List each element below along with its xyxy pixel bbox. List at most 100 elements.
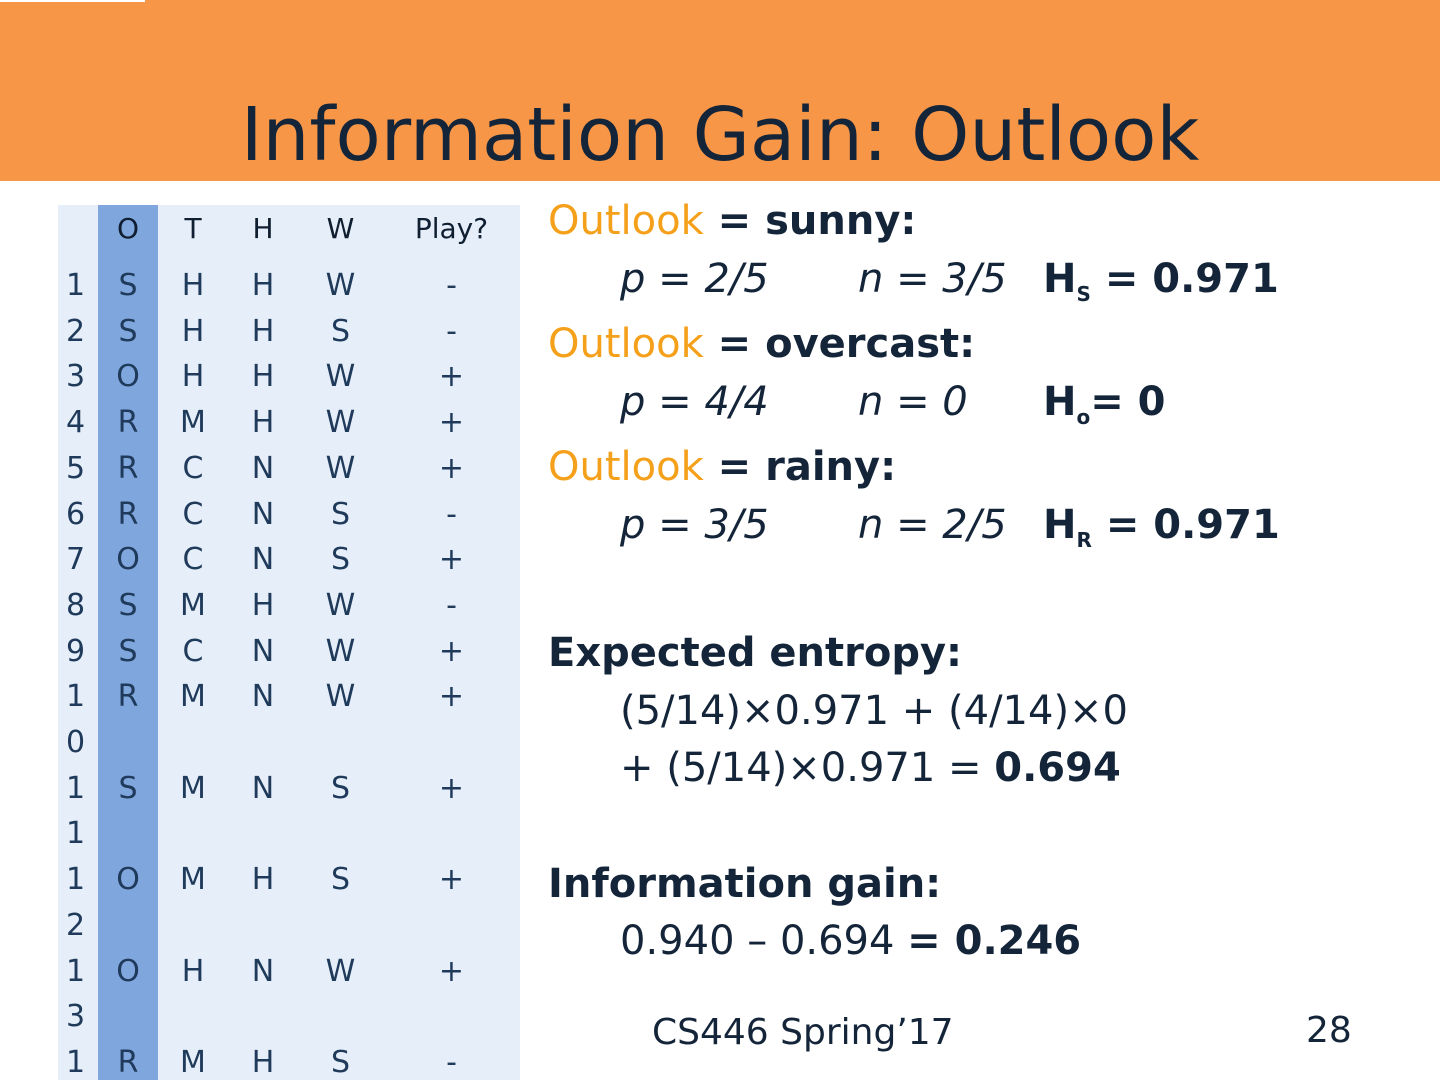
table-row: 10 R M N W +	[58, 674, 520, 765]
column-header: T	[184, 212, 202, 245]
table-cell: -	[446, 1044, 457, 1080]
gain-result: = 0.246	[907, 918, 1082, 964]
table-cell: O	[116, 542, 140, 578]
table-cell: C	[182, 633, 204, 669]
table-cell: N	[251, 633, 275, 669]
table-cell: 6	[66, 496, 86, 532]
entropy-subscript: o	[1076, 405, 1091, 429]
column-header: O	[116, 212, 140, 245]
table-cell: R	[117, 679, 139, 715]
attribute: Outlook	[548, 444, 704, 490]
table-cell: R	[117, 450, 139, 486]
entropy: Ho= 0	[1043, 379, 1166, 429]
table-cell: 3	[66, 359, 86, 395]
entropy-value: = 0.971	[1091, 502, 1280, 548]
condition: = overcast:	[703, 321, 976, 367]
data-table: O T H W Play? 1 S H H W -2 S H H S -3 O H H W +4 R M H W +5 R C N W +…	[58, 205, 520, 1080]
entropy-value: = 0	[1090, 379, 1166, 425]
header-mark	[0, 0, 145, 2]
expected-line: (5/14)×0.971 + (4/14)×0	[620, 688, 1129, 734]
column-header: Play?	[414, 212, 489, 245]
entropy: HS = 0.971	[1043, 256, 1279, 306]
table-cell: +	[438, 862, 465, 898]
table-row: 5 R C N W +	[58, 446, 520, 492]
header-row: O T H W Play?	[58, 205, 520, 263]
n-ratio: n = 3/5	[858, 256, 1007, 302]
table-cell: 12	[66, 862, 86, 943]
table-cell: H	[181, 268, 205, 303]
table-cell: -	[446, 313, 457, 349]
entropy-symbol: H	[1043, 502, 1077, 548]
table-cell: R	[117, 405, 139, 441]
condition: = rainy:	[703, 444, 897, 490]
table-cell: N	[251, 450, 275, 486]
column-header: W	[326, 212, 355, 245]
table-cell: H	[251, 587, 275, 623]
table-cell: H	[251, 1044, 275, 1080]
attribute: Outlook	[548, 198, 704, 244]
table-cell: S	[118, 770, 138, 806]
column-header: H	[252, 212, 274, 245]
entropy-symbol: H	[1043, 379, 1077, 425]
table-cell: 14	[66, 1044, 86, 1080]
table-cell: W	[325, 587, 356, 623]
column-highlight	[98, 205, 158, 1080]
table-cell: +	[438, 770, 465, 806]
table-cell: M	[180, 587, 206, 623]
table-cell: S	[118, 268, 138, 303]
table-cell: S	[118, 633, 138, 669]
table-cell: H	[181, 313, 205, 349]
table-cell: +	[438, 405, 465, 441]
table-cell: 1	[66, 268, 86, 303]
entropy-subscript: R	[1076, 528, 1092, 552]
table-row: 4 R M H W +	[58, 400, 520, 446]
table-cell: C	[182, 496, 204, 532]
table-cell: H	[251, 313, 275, 349]
table-cell: O	[116, 953, 140, 989]
table-cell: R	[117, 496, 139, 532]
expected-line: + (5/14)×0.971 = 0.694	[620, 745, 1121, 791]
table-row: 11 S M N S +	[58, 766, 520, 857]
table-cell: -	[446, 587, 457, 623]
p-ratio: p = 3/5	[620, 502, 769, 548]
header-band	[0, 0, 1440, 181]
table-cell: 7	[66, 542, 86, 578]
column-header	[58, 205, 98, 263]
page-number: 28	[1306, 1010, 1352, 1051]
table-cell: H	[251, 359, 275, 395]
entropy: HR = 0.971	[1043, 502, 1280, 552]
table-cell: +	[438, 953, 465, 989]
p-ratio: p = 2/5	[620, 256, 769, 302]
table: O T H W Play? 1 S H H W -2 S H H S -3 O H H W +4 R M H W +5 R C N W +…	[58, 205, 520, 1080]
table-cell: +	[438, 450, 465, 486]
table-cell: S	[330, 1044, 351, 1080]
table-cell: W	[325, 268, 356, 303]
title: Information Gain: Outlook	[240, 92, 1200, 178]
table-cell: +	[438, 679, 465, 715]
table-cell: N	[251, 953, 275, 989]
table-cell: O	[116, 359, 140, 395]
n-ratio: n = 2/5	[858, 502, 1007, 548]
case-heading: Outlook = rainy:	[548, 444, 896, 490]
table-cell: M	[180, 770, 206, 806]
table-cell: 8	[66, 587, 86, 623]
table-row: 14 R M H S -	[58, 1040, 520, 1080]
expected-result: 0.694	[994, 745, 1121, 791]
table-cell: W	[325, 405, 356, 441]
table-cell: R	[117, 1044, 139, 1080]
table-row: 12 O M H S +	[58, 857, 520, 948]
table-cell: H	[251, 268, 275, 303]
table-cell: 13	[66, 953, 86, 1035]
case-heading: Outlook = overcast:	[548, 321, 975, 367]
table-cell: 4	[66, 405, 86, 441]
entropy-subscript: S	[1076, 282, 1091, 306]
table-cell: W	[325, 953, 356, 989]
n-ratio: n = 0	[858, 379, 968, 425]
table-cell: C	[182, 542, 204, 578]
table-cell: 5	[66, 450, 86, 486]
case-heading: Outlook = sunny:	[548, 198, 916, 244]
